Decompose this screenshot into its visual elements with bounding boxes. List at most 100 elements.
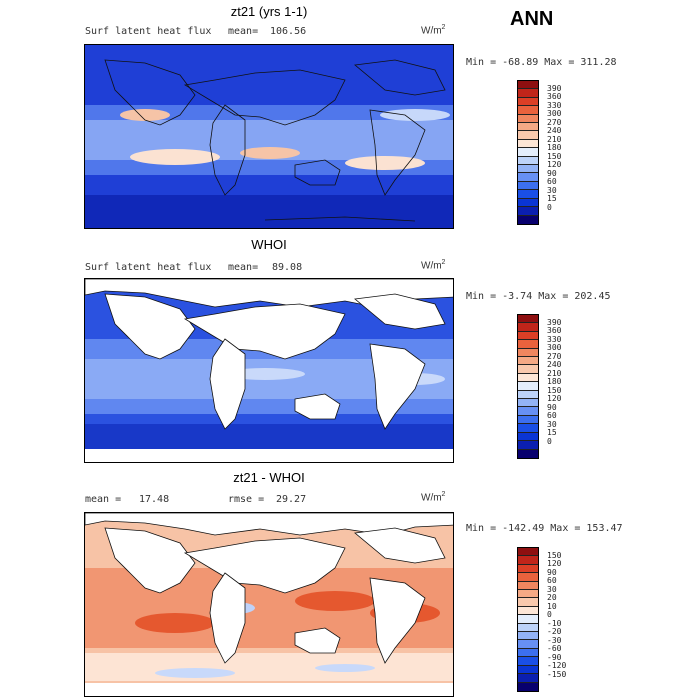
panel-2-colorbar-ticks: 390 360 330 300 270 240 210 180 150 120 90 60 30 15 0 xyxy=(547,318,587,458)
colorbar-segment xyxy=(518,215,538,224)
colorbar-segment xyxy=(518,590,538,599)
colorbar-tick-label: 120 xyxy=(547,559,562,569)
colorbar-tick-label: 390 xyxy=(547,317,562,327)
colorbar-tick-label: 360 xyxy=(547,92,562,102)
colorbar-tick-label: -150 xyxy=(547,669,567,679)
colorbar-segment xyxy=(518,606,538,616)
colorbar-segment xyxy=(518,415,538,425)
panel-2-minmax: Min = -3.74 Max = 202.45 xyxy=(466,291,611,302)
colorbar-tick-label: -120 xyxy=(547,661,567,671)
colorbar-tick-label: 330 xyxy=(547,100,562,110)
panel-1-colorbar-ticks: 390 360 330 300 270 240 210 180 150 120 90 60 30 15 0 xyxy=(547,84,587,224)
colorbar-tick-label: 30 xyxy=(547,185,557,195)
colorbar-tick-label: 390 xyxy=(547,83,562,93)
colorbar-segment xyxy=(518,114,538,124)
colorbar-tick-label: 300 xyxy=(547,109,562,119)
panel-1-colorbar xyxy=(517,80,539,225)
colorbar-segment xyxy=(518,348,538,358)
colorbar-segment xyxy=(518,640,538,649)
panel-1-mean-label: mean= xyxy=(228,26,259,37)
colorbar-tick-label: 240 xyxy=(547,360,562,370)
colorbar-segment xyxy=(518,331,538,341)
panel-3-land xyxy=(85,513,453,664)
colorbar-segment xyxy=(518,373,538,383)
colorbar-segment xyxy=(518,632,538,641)
colorbar-segment xyxy=(518,198,538,208)
colorbar-segment xyxy=(518,365,538,374)
colorbar-tick-label: 270 xyxy=(547,117,562,127)
panel-2-land xyxy=(85,279,453,430)
colorbar-segment xyxy=(518,207,538,216)
panel-2-units: W/m2 xyxy=(421,259,446,272)
colorbar-segment xyxy=(518,382,538,391)
panel-3-rmse-value: 29.27 xyxy=(276,494,307,505)
colorbar-tick-label: 60 xyxy=(547,576,557,586)
colorbar-segment xyxy=(518,315,538,324)
panel-2-map xyxy=(84,278,454,463)
colorbar-tick-label: -10 xyxy=(547,618,562,628)
panel-3-map xyxy=(84,512,454,697)
colorbar-segment xyxy=(518,556,538,565)
colorbar-segment xyxy=(518,657,538,666)
panel-3-mean-value: 17.48 xyxy=(139,494,170,505)
panel-1-field-label: Surf latent heat flux xyxy=(85,26,212,37)
colorbar-tick-label: 0 xyxy=(547,202,552,212)
colorbar-segment xyxy=(518,190,538,199)
colorbar-tick-label: 0 xyxy=(547,610,552,620)
colorbar-segment xyxy=(518,139,538,149)
panel-3-title: zt21 - WHOI xyxy=(233,470,305,485)
colorbar-segment xyxy=(518,407,538,416)
colorbar-segment xyxy=(518,623,538,633)
colorbar-segment xyxy=(518,581,538,591)
panel-1-units: W/m2 xyxy=(421,24,446,37)
colorbar-segment xyxy=(518,682,538,691)
panel-3-colorbar xyxy=(517,547,539,692)
panel-3-rmse-label: rmse = xyxy=(228,494,265,505)
colorbar-segment xyxy=(518,181,538,191)
colorbar-segment xyxy=(518,564,538,574)
colorbar-tick-label: 15 xyxy=(547,428,557,438)
colorbar-segment xyxy=(518,390,538,400)
colorbar-tick-label: 300 xyxy=(547,343,562,353)
panel-2-map-svg xyxy=(85,279,453,462)
panel-3-minmax: Min = -142.49 Max = 153.47 xyxy=(466,523,623,534)
colorbar-tick-label: 30 xyxy=(547,419,557,429)
panel-2-colorbar xyxy=(517,314,539,459)
colorbar-segment xyxy=(518,441,538,450)
panel-2-mean-value: 89.08 xyxy=(272,262,303,273)
colorbar-segment xyxy=(518,131,538,140)
panel-3-colorbar-ticks: 150 120 90 60 30 20 10 0 -10 -20 -30 -60 -90 -120 -150 xyxy=(547,551,587,691)
colorbar-tick-label: 60 xyxy=(547,177,557,187)
colorbar-tick-label: 90 xyxy=(547,567,557,577)
colorbar-segment xyxy=(518,123,538,132)
panel-1-map xyxy=(84,44,454,229)
colorbar-segment xyxy=(518,323,538,332)
colorbar-segment xyxy=(518,648,538,658)
colorbar-tick-label: 150 xyxy=(547,151,562,161)
colorbar-segment xyxy=(518,674,538,683)
colorbar-segment xyxy=(518,89,538,98)
colorbar-segment xyxy=(518,399,538,408)
colorbar-tick-label: 210 xyxy=(547,134,562,144)
colorbar-segment xyxy=(518,97,538,107)
colorbar-tick-label: 120 xyxy=(547,160,562,170)
colorbar-segment xyxy=(518,665,538,675)
panel-1-coastlines xyxy=(104,59,446,222)
panel-2-field-label: Surf latent heat flux xyxy=(85,262,212,273)
colorbar-tick-label: 150 xyxy=(547,385,562,395)
colorbar-segment xyxy=(518,148,538,157)
colorbar-tick-label: 180 xyxy=(547,143,562,153)
colorbar-tick-label: 15 xyxy=(547,194,557,204)
colorbar-segment xyxy=(518,449,538,458)
panel-1-map-svg xyxy=(85,45,453,228)
colorbar-tick-label: 360 xyxy=(547,326,562,336)
colorbar-segment xyxy=(518,340,538,349)
colorbar-segment xyxy=(518,615,538,624)
colorbar-segment xyxy=(518,81,538,90)
colorbar-tick-label: -30 xyxy=(547,635,562,645)
colorbar-tick-label: 90 xyxy=(547,402,557,412)
colorbar-tick-label: 90 xyxy=(547,168,557,178)
colorbar-segment xyxy=(518,432,538,442)
colorbar-tick-label: -20 xyxy=(547,627,562,637)
colorbar-tick-label: 330 xyxy=(547,334,562,344)
